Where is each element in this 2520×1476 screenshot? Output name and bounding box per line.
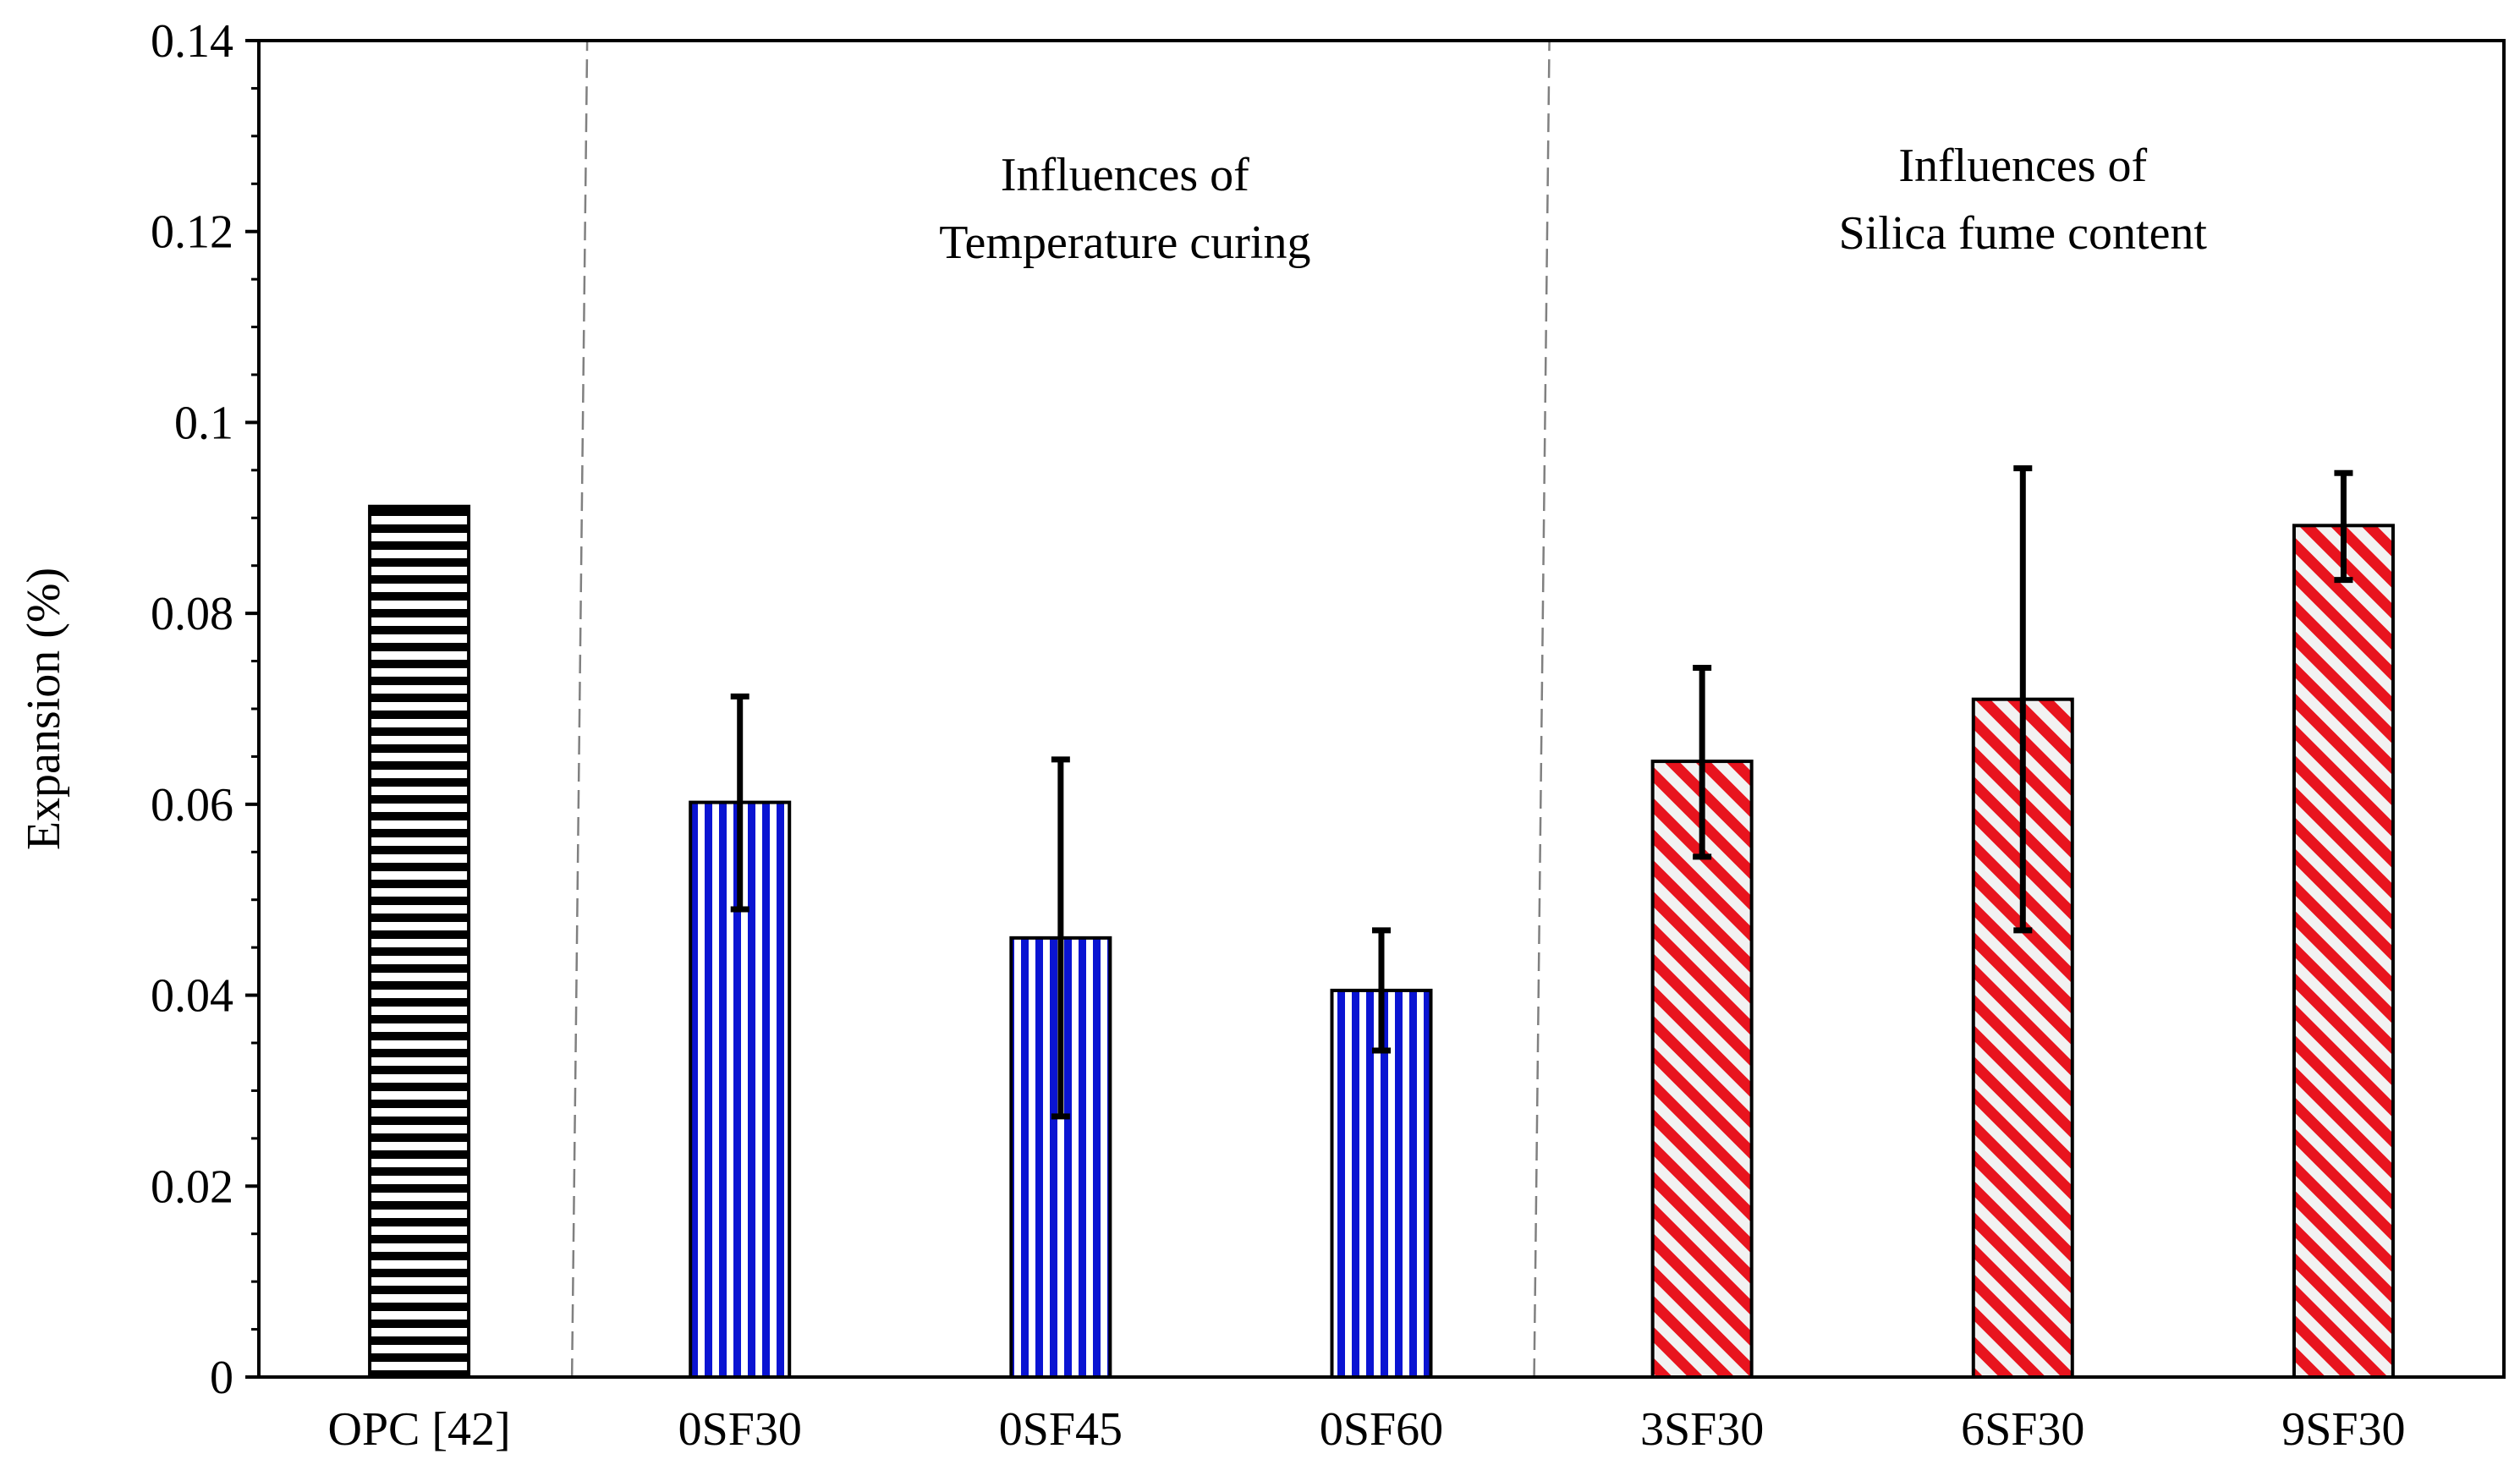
category-label: 9SF30 (2281, 1403, 2405, 1456)
x-axis-category-labels: OPC [42] 0SF30 0SF45 0SF60 3SF30 6SF30 9SF30 (327, 1403, 2405, 1456)
error-bar-7 (2334, 469, 2353, 584)
category-label: 6SF30 (1961, 1403, 2084, 1456)
annotation-line: Temperature curing (939, 217, 1310, 269)
category-label: 0SF45 (999, 1403, 1123, 1456)
bar-9sf30 (2292, 524, 2395, 1379)
group-separators (570, 40, 1551, 1378)
error-bar-6 (2013, 465, 2033, 934)
y-tick-label: 0 (210, 1352, 233, 1404)
category-label: 0SF60 (1320, 1403, 1443, 1456)
error-bar-2 (730, 693, 749, 913)
category-label: OPC [42] (327, 1403, 510, 1456)
y-tick-label: 0.08 (151, 588, 233, 640)
error-bar-4 (1372, 927, 1391, 1054)
y-axis-title: Expansion (%) (18, 568, 70, 850)
y-axis-ticks (245, 39, 259, 1379)
annotation-line: Silica fume content (1839, 207, 2208, 260)
bar-opc-42 (368, 504, 471, 1380)
error-bar-3 (1051, 756, 1070, 1120)
group-separator-1 (570, 40, 589, 1378)
annotation-silica: Influences of Silica fume content (1839, 140, 2208, 260)
group-separator-2 (1533, 40, 1551, 1378)
annotation-line: Influences of (1001, 149, 1249, 201)
y-tick-label: 0.04 (151, 970, 233, 1023)
y-tick-label: 0.06 (151, 779, 233, 831)
category-label: 3SF30 (1640, 1403, 1764, 1456)
category-label: 0SF30 (678, 1403, 802, 1456)
y-tick-label: 0.14 (151, 15, 233, 68)
annotation-line: Influences of (1898, 140, 2147, 192)
y-tick-label: 0.12 (151, 206, 233, 259)
y-axis-tick-labels: 0 0.02 0.04 0.06 0.08 0.1 0.12 0.14 (151, 15, 233, 1404)
annotation-temperature: Influences of Temperature curing (939, 149, 1310, 269)
bar-0sf60 (1330, 988, 1433, 1380)
y-tick-label: 0.1 (174, 397, 233, 449)
error-bars (730, 465, 2353, 1120)
error-bar-5 (1693, 664, 1712, 860)
y-tick-label: 0.02 (151, 1160, 233, 1213)
